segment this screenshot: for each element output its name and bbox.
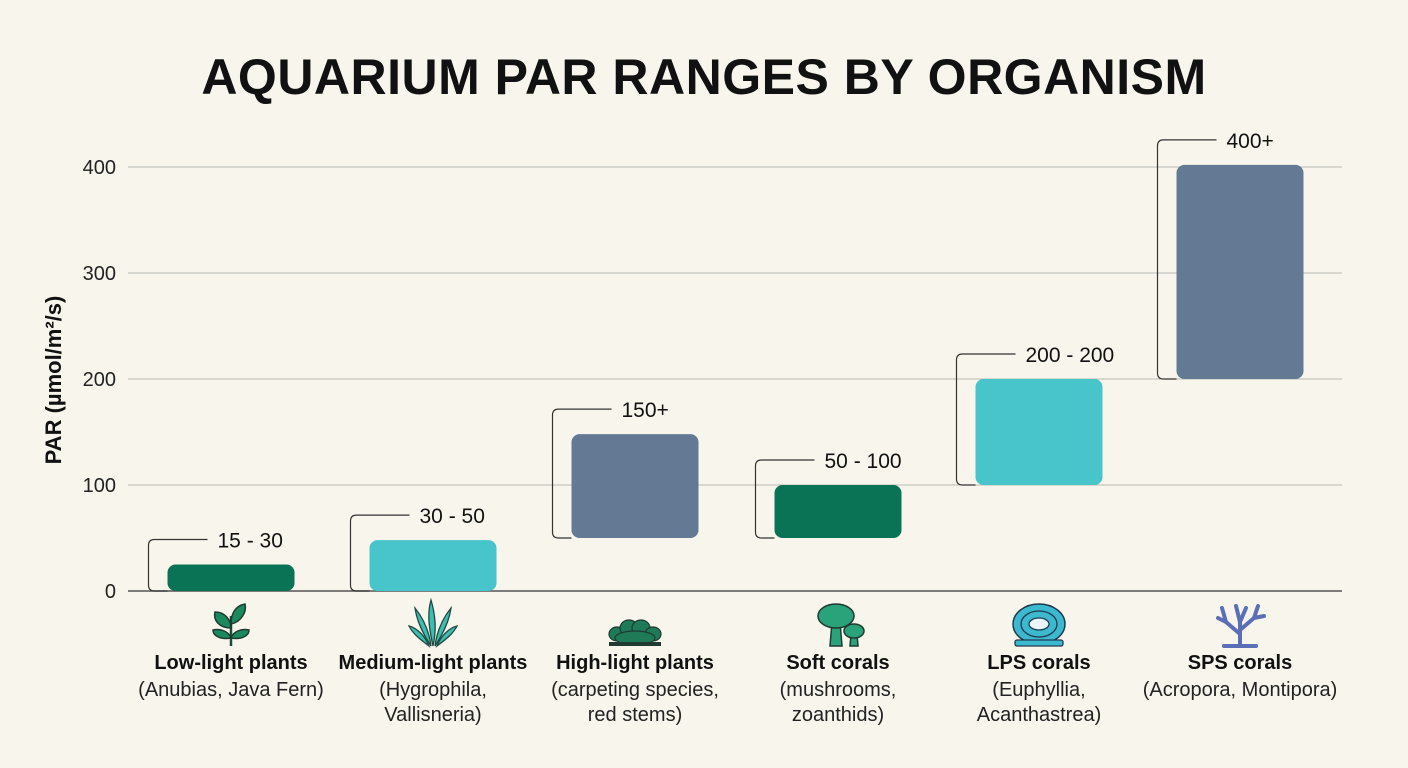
carpet-plant-icon <box>605 598 665 648</box>
leafy-plant-icon <box>201 598 261 648</box>
category-description: (mushrooms, zoanthids) <box>779 679 897 726</box>
category-description: (Euphyllia, Acanthastrea) <box>976 679 1102 726</box>
bracket-line <box>147 538 208 592</box>
category-name: Medium-light plants <box>338 652 528 674</box>
data-label: 150+ <box>622 399 669 422</box>
category-description: (carpeting species, red stems) <box>551 679 719 726</box>
category-name: High-light plants <box>556 652 714 674</box>
data-label: 200 - 200 <box>1026 344 1115 367</box>
y-tick-label: 200 <box>83 369 116 391</box>
bar <box>1176 164 1304 379</box>
bracket-line <box>754 459 815 539</box>
grass-plant-icon <box>403 597 463 648</box>
mushroom-coral-icon <box>808 598 868 648</box>
data-label: 50 - 100 <box>825 450 902 473</box>
category-name: Soft corals <box>786 652 890 674</box>
category-description: (Hygrophila, Vallisneria) <box>379 679 487 726</box>
y-tick-label: 0 <box>105 581 116 603</box>
category-name: Low-light plants <box>154 652 308 674</box>
bracket-line <box>551 408 612 539</box>
y-tick-label: 100 <box>83 475 116 497</box>
data-label: 400+ <box>1227 130 1274 153</box>
bar <box>167 564 295 591</box>
y-tick-label: 300 <box>83 263 116 285</box>
bar <box>571 434 699 538</box>
bracket-line <box>349 514 410 592</box>
branching-coral-icon <box>1210 598 1270 648</box>
category-description: (Anubias, Java Fern) <box>138 679 324 701</box>
bar <box>975 379 1103 485</box>
bar <box>774 485 902 538</box>
category-name: LPS corals <box>987 652 1091 674</box>
data-label: 15 - 30 <box>218 530 283 553</box>
bracket-line <box>955 353 1016 486</box>
y-tick-label: 400 <box>83 157 116 179</box>
brain-coral-icon <box>1009 598 1069 648</box>
bracket-line <box>1156 139 1217 380</box>
chart-title: AQUARIUM PAR RANGES BY ORGANISM <box>201 49 1207 105</box>
bar <box>369 540 497 591</box>
category-description: (Acropora, Montipora) <box>1142 679 1338 701</box>
data-label: 30 - 50 <box>420 505 485 528</box>
category-name: SPS corals <box>1187 652 1293 674</box>
